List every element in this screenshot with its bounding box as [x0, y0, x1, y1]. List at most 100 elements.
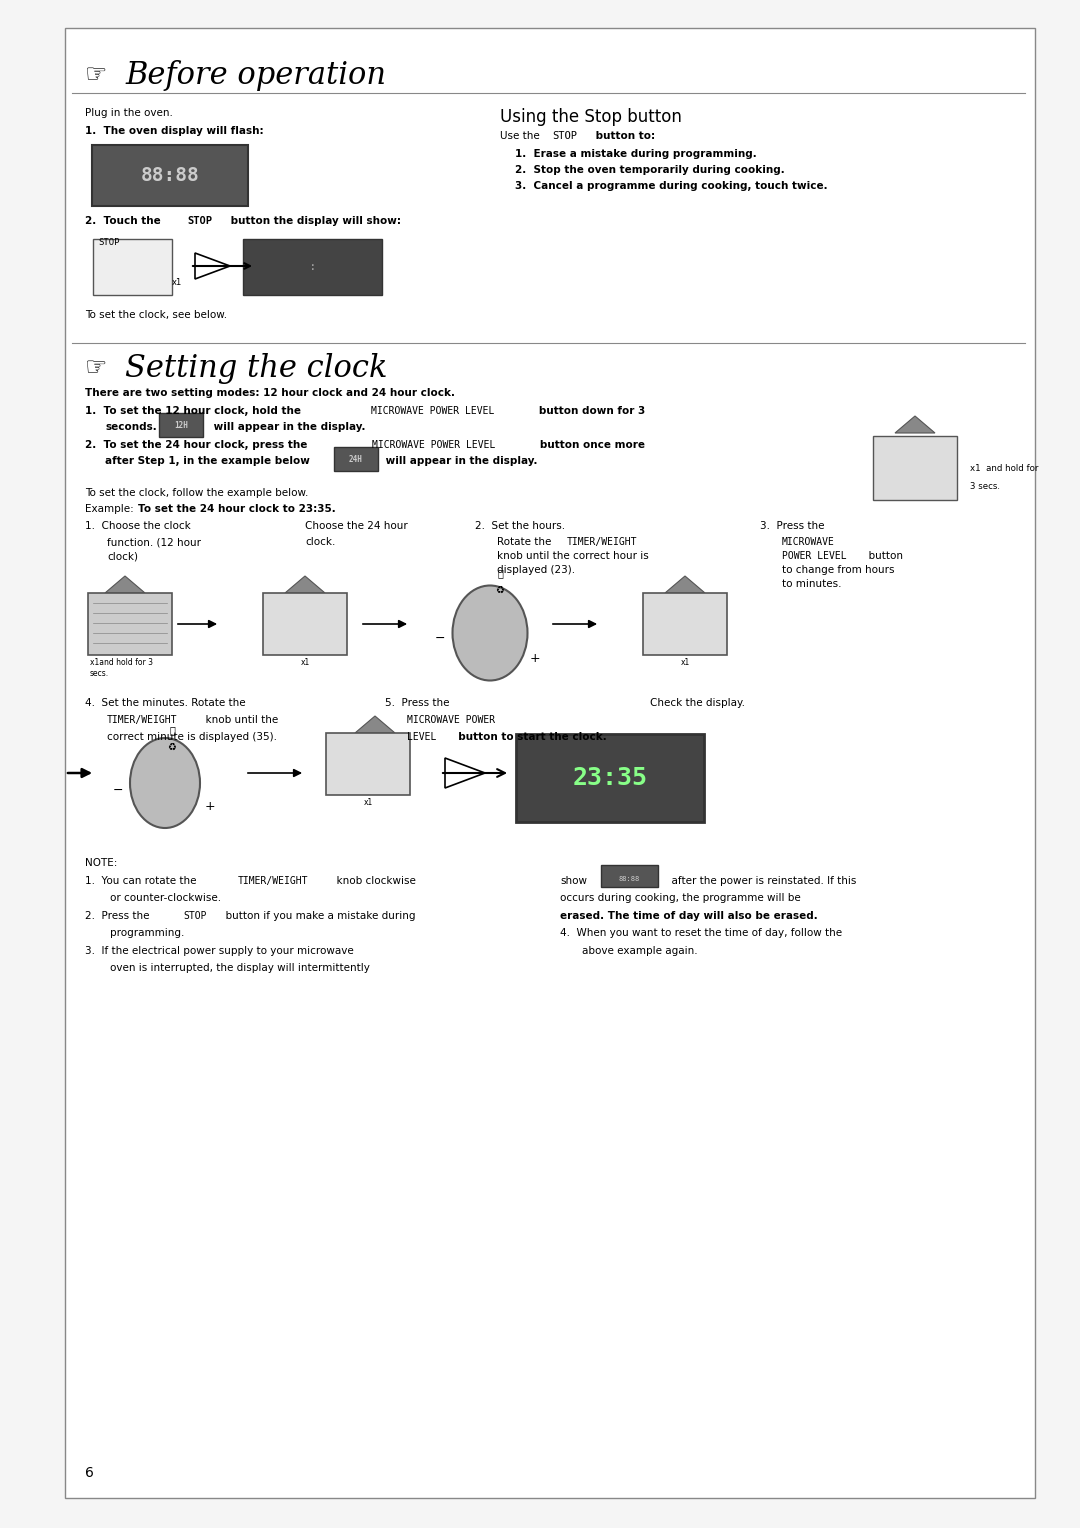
Text: x1: x1 — [680, 659, 690, 668]
Text: clock): clock) — [107, 552, 138, 561]
Text: to change from hours: to change from hours — [782, 565, 894, 575]
Text: ♻: ♻ — [496, 585, 504, 594]
Text: ☞: ☞ — [85, 356, 107, 380]
Text: 1.  Erase a mistake during programming.: 1. Erase a mistake during programming. — [515, 150, 757, 159]
FancyBboxPatch shape — [516, 733, 704, 822]
Text: +: + — [529, 651, 540, 665]
Text: 88:88: 88:88 — [140, 167, 200, 185]
FancyBboxPatch shape — [873, 435, 957, 500]
Text: button if you make a mistake during: button if you make a mistake during — [219, 911, 416, 921]
Polygon shape — [445, 758, 485, 788]
Text: 12H: 12H — [174, 420, 188, 429]
Text: knob until the: knob until the — [199, 715, 279, 724]
Text: displayed (23).: displayed (23). — [497, 565, 576, 575]
FancyBboxPatch shape — [334, 448, 378, 471]
Text: occurs during cooking, the programme will be: occurs during cooking, the programme wil… — [561, 892, 800, 903]
Ellipse shape — [130, 738, 200, 828]
Text: 3.  Cancel a programme during cooking, touch twice.: 3. Cancel a programme during cooking, to… — [515, 180, 827, 191]
Text: will appear in the display.: will appear in the display. — [210, 422, 365, 432]
Text: knob until the correct hour is: knob until the correct hour is — [497, 552, 649, 561]
FancyBboxPatch shape — [92, 145, 248, 206]
FancyBboxPatch shape — [643, 593, 727, 656]
Text: MICROWAVE POWER LEVEL: MICROWAVE POWER LEVEL — [372, 406, 495, 416]
Text: secs.: secs. — [90, 669, 109, 678]
Text: x1and hold for 3: x1and hold for 3 — [90, 659, 153, 668]
Text: button down for 3: button down for 3 — [528, 406, 645, 416]
Text: 88:88: 88:88 — [619, 876, 640, 882]
Text: x1  and hold for: x1 and hold for — [970, 463, 1038, 472]
FancyBboxPatch shape — [159, 413, 203, 437]
Text: Plug in the oven.: Plug in the oven. — [85, 108, 173, 118]
Text: will appear in the display.: will appear in the display. — [382, 455, 538, 466]
Text: to minutes.: to minutes. — [782, 579, 841, 588]
Text: 3 secs.: 3 secs. — [970, 481, 1000, 490]
Text: −: − — [112, 784, 123, 796]
Text: 2.  Press the: 2. Press the — [85, 911, 149, 921]
Text: ⌚: ⌚ — [170, 724, 175, 735]
Text: 1.  The oven display will flash:: 1. The oven display will flash: — [85, 125, 264, 136]
Text: 1.  To set the 12 hour clock, hold the: 1. To set the 12 hour clock, hold the — [85, 406, 301, 416]
FancyBboxPatch shape — [93, 238, 172, 295]
Text: 4.  When you want to reset the time of day, follow the: 4. When you want to reset the time of da… — [561, 927, 842, 938]
Text: 2.  Touch the: 2. Touch the — [85, 215, 161, 226]
Text: Example:: Example: — [85, 504, 140, 513]
Text: after Step 1, in the example below: after Step 1, in the example below — [105, 455, 310, 466]
Text: seconds.: seconds. — [105, 422, 157, 432]
Text: :: : — [296, 261, 329, 272]
Text: ♻: ♻ — [167, 743, 176, 752]
Text: MICROWAVE: MICROWAVE — [782, 536, 835, 547]
FancyBboxPatch shape — [600, 865, 658, 886]
FancyBboxPatch shape — [65, 28, 1035, 1497]
Text: STOP: STOP — [187, 215, 212, 226]
Text: POWER LEVEL: POWER LEVEL — [782, 552, 847, 561]
Text: correct minute is displayed (35).: correct minute is displayed (35). — [107, 732, 276, 743]
Text: or counter-clockwise.: or counter-clockwise. — [110, 892, 221, 903]
Text: STOP: STOP — [98, 238, 120, 248]
Text: clock.: clock. — [305, 536, 336, 547]
Text: To set the clock, see below.: To set the clock, see below. — [85, 310, 227, 319]
Text: programming.: programming. — [110, 927, 185, 938]
Text: TIMER/WEIGHT: TIMER/WEIGHT — [238, 876, 309, 886]
Text: x1: x1 — [363, 798, 373, 807]
Text: erased. The time of day will also be erased.: erased. The time of day will also be era… — [561, 911, 818, 921]
Text: MICROWAVE POWER: MICROWAVE POWER — [407, 715, 495, 724]
Text: button to:: button to: — [592, 131, 656, 141]
Text: button once more: button once more — [529, 440, 645, 451]
Text: oven is interrupted, the display will intermittently: oven is interrupted, the display will in… — [110, 963, 369, 973]
Text: To set the 24 hour clock to 23:35.: To set the 24 hour clock to 23:35. — [138, 504, 336, 513]
Text: To set the clock, follow the example below.: To set the clock, follow the example bel… — [85, 487, 309, 498]
Text: 2.  Set the hours.: 2. Set the hours. — [475, 521, 565, 532]
Text: Choose the 24 hour: Choose the 24 hour — [305, 521, 408, 532]
Text: button the display will show:: button the display will show: — [227, 215, 401, 226]
Polygon shape — [895, 416, 935, 432]
FancyBboxPatch shape — [87, 593, 172, 656]
Text: Using the Stop button: Using the Stop button — [500, 108, 681, 125]
Text: ⌚: ⌚ — [497, 568, 503, 578]
Text: Setting the clock: Setting the clock — [125, 353, 388, 384]
Text: x1: x1 — [172, 278, 183, 287]
Text: above example again.: above example again. — [582, 946, 698, 957]
Text: 24H: 24H — [349, 454, 363, 463]
Ellipse shape — [453, 585, 527, 680]
Text: show: show — [561, 876, 588, 886]
Text: 2.  To set the 24 hour clock, press the: 2. To set the 24 hour clock, press the — [85, 440, 308, 451]
Text: 1.  You can rotate the: 1. You can rotate the — [85, 876, 197, 886]
Text: 2.  Stop the oven temporarily during cooking.: 2. Stop the oven temporarily during cook… — [515, 165, 785, 176]
Polygon shape — [665, 576, 705, 593]
FancyBboxPatch shape — [326, 733, 410, 795]
Text: MICROWAVE POWER LEVEL: MICROWAVE POWER LEVEL — [372, 440, 496, 451]
Text: STOP: STOP — [183, 911, 206, 921]
Text: function. (12 hour: function. (12 hour — [107, 536, 201, 547]
Text: TIMER/WEIGHT: TIMER/WEIGHT — [567, 536, 637, 547]
Text: button to start the clock.: button to start the clock. — [451, 732, 607, 743]
Text: 23:35: 23:35 — [572, 766, 648, 790]
Text: +: + — [205, 799, 215, 813]
Text: 3.  If the electrical power supply to your microwave: 3. If the electrical power supply to you… — [85, 946, 354, 957]
Text: button: button — [862, 552, 903, 561]
Text: Before operation: Before operation — [125, 60, 386, 92]
Text: TIMER/WEIGHT: TIMER/WEIGHT — [107, 715, 177, 724]
FancyBboxPatch shape — [243, 238, 382, 295]
Text: 1.  Choose the clock: 1. Choose the clock — [85, 521, 191, 532]
Text: Check the display.: Check the display. — [650, 698, 745, 707]
Text: LEVEL: LEVEL — [407, 732, 436, 743]
